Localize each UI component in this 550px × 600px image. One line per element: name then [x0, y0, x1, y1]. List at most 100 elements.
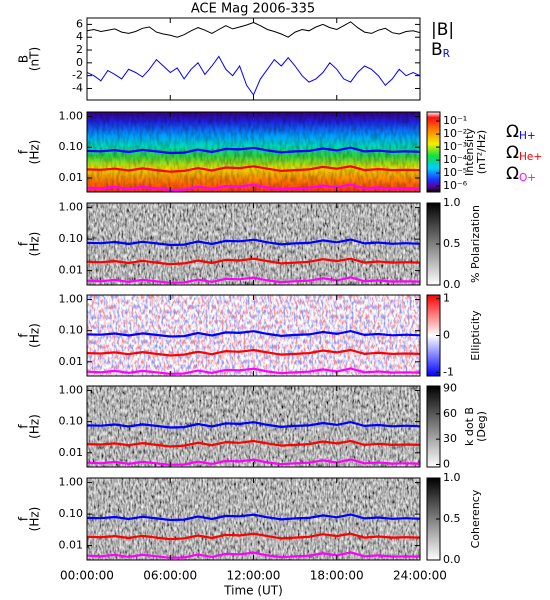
line	[87, 55, 420, 96]
legend-entry-subscript: R	[443, 48, 451, 60]
y-tick-label: 6	[76, 17, 83, 30]
panel	[87, 478, 420, 560]
gyrofrequency-line	[87, 367, 420, 376]
y-tick-label: 4	[76, 30, 83, 43]
panel	[87, 21, 420, 96]
colorbar-tick-label: 10⁻²	[443, 127, 467, 140]
gyrofrequency-line	[87, 238, 420, 247]
y-axis-label: (Hz)	[28, 232, 42, 257]
y-axis-label: f	[17, 516, 31, 521]
y-tick-label: -2	[72, 69, 83, 82]
gyrofrequency-line	[87, 348, 420, 357]
colorbar-tick-label: 0.0	[443, 553, 461, 566]
gyrofrequency-line	[87, 329, 420, 338]
y-axis-label: f	[17, 424, 31, 429]
x-tick-label: 06:00:00	[143, 569, 197, 583]
colorbar-label: Coherency	[469, 489, 482, 548]
y-tick-label: 1.00	[59, 293, 84, 306]
gyrofrequency-line	[87, 458, 420, 467]
colorbar-tick-label: 60	[443, 407, 457, 420]
colorbar-tick-label: 10⁻⁵	[443, 166, 467, 179]
colorbar-tick-label: 1	[443, 292, 450, 305]
panel	[87, 386, 420, 467]
y-axis-label: (Hz)	[28, 323, 42, 348]
y-axis-label: f	[17, 333, 31, 338]
legend-entry: ΩO+	[506, 164, 536, 184]
y-tick-label: 0.01	[59, 539, 84, 552]
colorbar-tick-label: 0.5	[443, 237, 461, 250]
colorbar-tick-label: 10⁻¹	[443, 114, 467, 127]
colorbar-tick-label: 1.0	[443, 196, 461, 209]
colorbar-tick-label: 10⁻³	[443, 140, 467, 153]
y-tick-label: 1.00	[59, 109, 84, 122]
y-tick-label: 0.01	[59, 446, 84, 459]
x-tick-label: 00:00:00	[60, 569, 114, 583]
gyrofrequency-line	[87, 165, 420, 173]
colorbar-label: (nT²/Hz)	[475, 130, 488, 174]
x-tick-label: 24:00:00	[393, 569, 447, 583]
gyrofrequency-line	[87, 183, 420, 192]
colorbar-tick-label: 10⁻⁶	[443, 179, 468, 192]
y-tick-label: 1.00	[59, 384, 84, 397]
colorbar-label: Intensity	[463, 128, 476, 176]
legend-entry: ΩH+	[506, 122, 536, 142]
colorbar-label: % Polarization	[469, 205, 482, 283]
gyrofrequency-line	[87, 439, 420, 448]
y-axis-label: (Hz)	[28, 140, 42, 165]
y-tick-label: 0.10	[59, 507, 84, 520]
x-axis-label: Time (UT)	[223, 584, 283, 598]
y-tick-label: 0	[76, 56, 83, 69]
panel	[87, 112, 420, 192]
y-tick-label: 0.01	[59, 264, 84, 277]
y-tick-label: 0.10	[59, 232, 84, 245]
colorbar-tick-label: 30	[443, 432, 457, 445]
panel	[87, 203, 420, 285]
y-axis-label: (Hz)	[28, 414, 42, 439]
legend-entry: |B|	[431, 20, 454, 40]
y-axis-label: B	[17, 55, 31, 63]
legend-entry-subscript: O+	[519, 172, 536, 184]
y-tick-label: 0.01	[59, 171, 84, 184]
colorbar	[426, 111, 441, 193]
colorbar-tick-label: 0	[443, 329, 450, 342]
gyrofrequency-line	[87, 420, 420, 429]
colorbar	[426, 385, 441, 468]
colorbar-label: Ellipticity	[469, 310, 482, 361]
legend-entry-subscript: H+	[519, 130, 536, 142]
x-tick-label: 18:00:00	[310, 569, 364, 583]
legend-entry-subscript: He+	[519, 151, 542, 163]
y-tick-label: 1.00	[59, 201, 84, 214]
colorbar-tick-label: 90	[443, 382, 457, 395]
y-tick-label: 2	[76, 43, 83, 56]
y-tick-label: 0.10	[59, 324, 84, 337]
x-tick-label: 12:00:00	[227, 569, 281, 583]
y-axis-label: (nT)	[28, 47, 42, 71]
colorbar-tick-label: 0.0	[443, 278, 461, 291]
y-axis-label: (Hz)	[28, 507, 42, 532]
y-axis-label: f	[17, 241, 31, 246]
colorbar-tick-label: -1	[443, 365, 454, 378]
colorbar-label: k dot B	[463, 407, 476, 446]
y-axis-label: f	[17, 149, 31, 154]
gyrofrequency-line	[87, 276, 420, 284]
figure-title: ACE Mag 2006-335	[191, 2, 315, 17]
gyrofrequency-line	[87, 532, 420, 541]
plot-frame	[86, 17, 421, 101]
line	[87, 21, 420, 38]
y-tick-label: 0.10	[59, 415, 84, 428]
gyrofrequency-line	[87, 146, 420, 155]
legend-entry: ΩHe+	[506, 143, 542, 163]
panel	[87, 295, 420, 376]
colorbar-tick-label: 0.5	[443, 512, 461, 525]
y-tick-label: -4	[72, 81, 83, 94]
y-tick-label: 0.10	[59, 140, 84, 153]
gyrofrequency-line	[87, 257, 420, 266]
gyrofrequency-line	[87, 513, 420, 522]
colorbar-tick-label: 1.0	[443, 471, 461, 484]
colorbar-tick-label: 10⁻⁴	[443, 153, 468, 166]
y-tick-label: 1.00	[59, 476, 84, 489]
gyrofrequency-line	[87, 551, 420, 559]
legend-entry: BR	[431, 40, 451, 60]
colorbar-label: (Deg)	[475, 411, 488, 442]
